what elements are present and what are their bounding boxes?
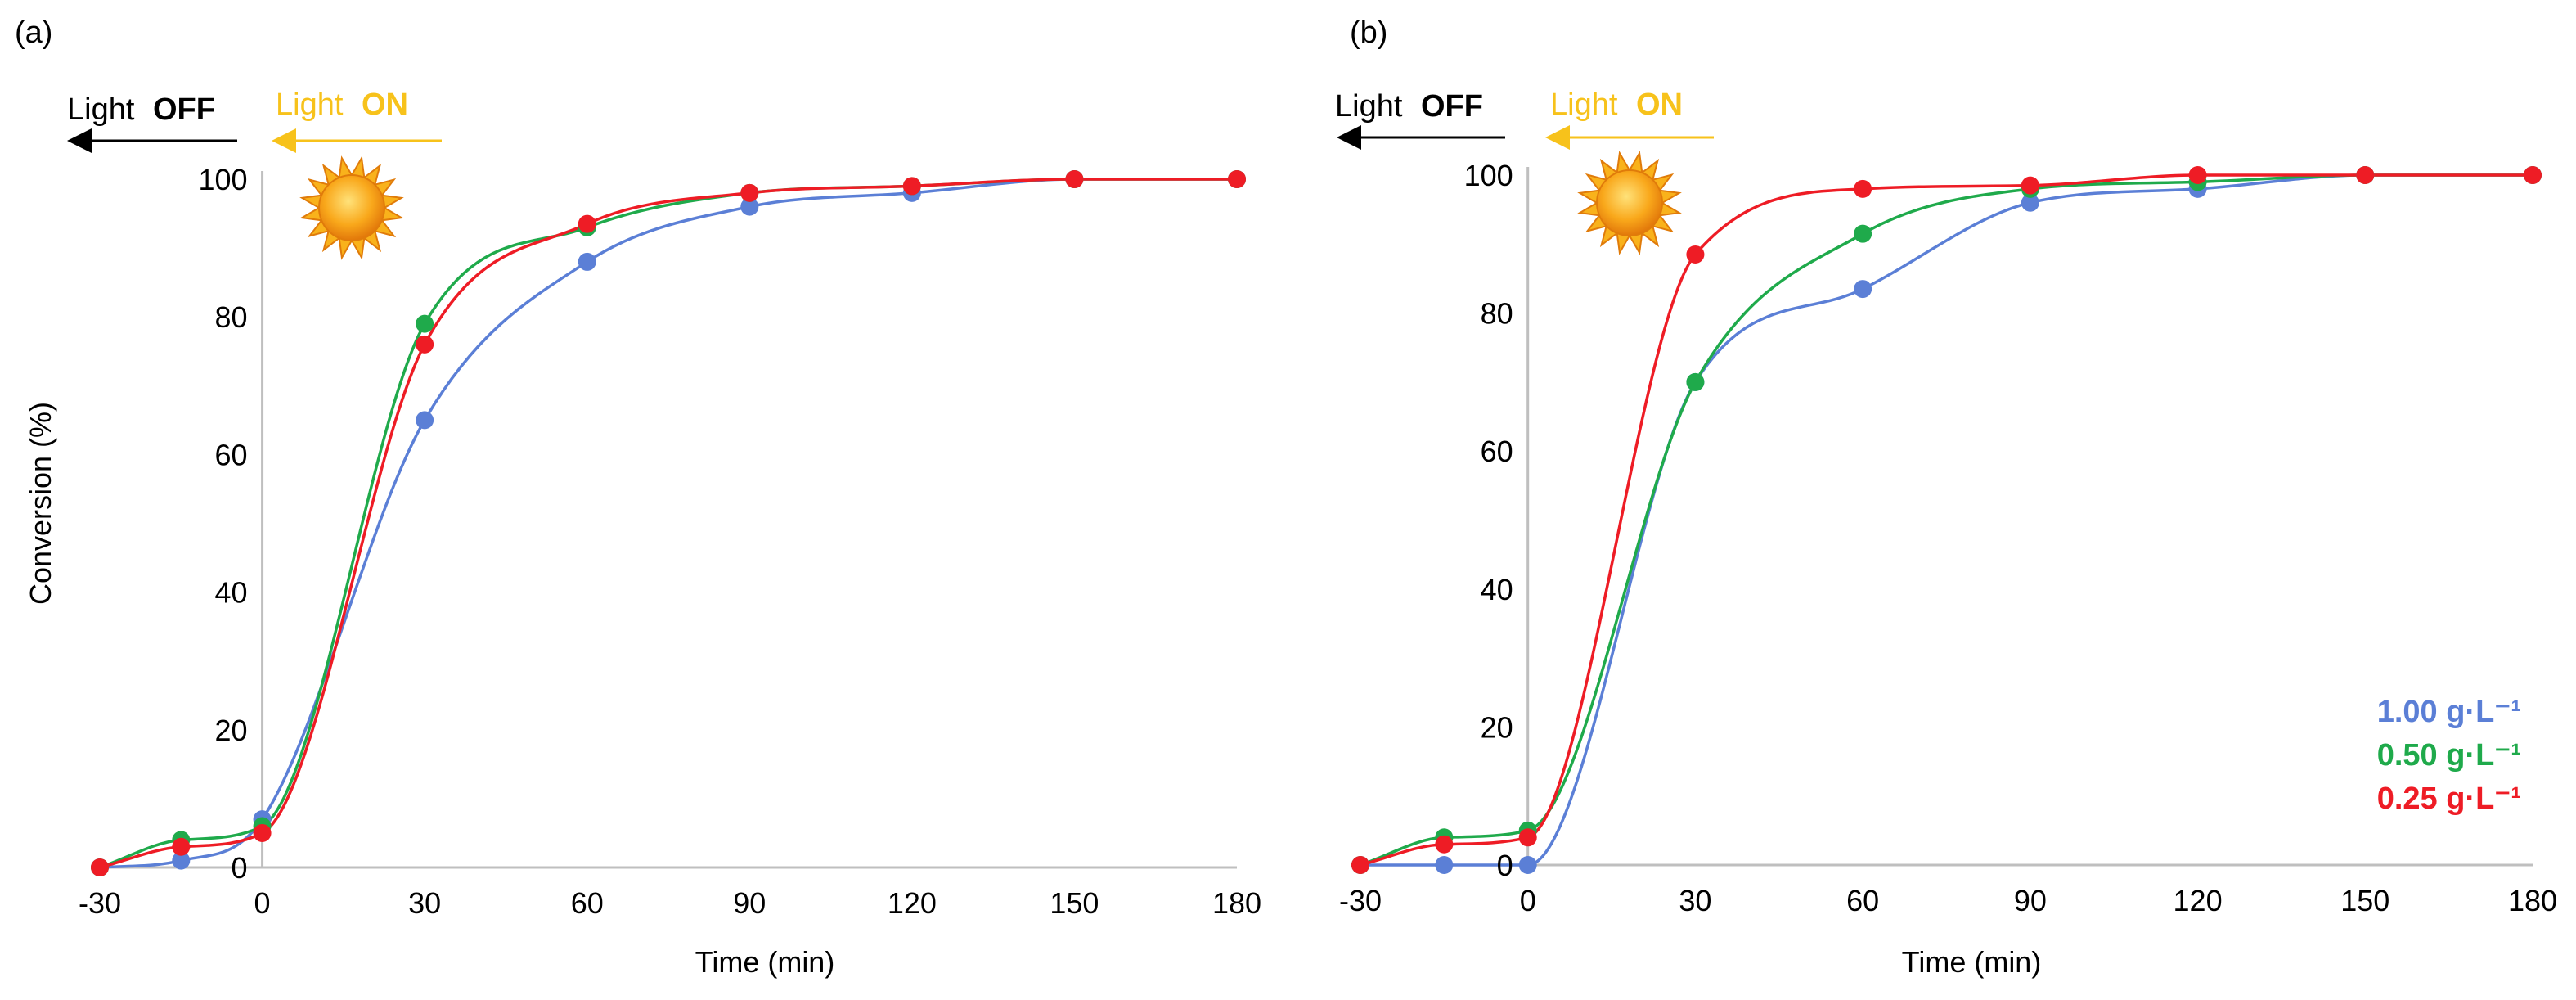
data-point (416, 335, 434, 354)
series-line (1360, 173, 2533, 867)
series-line (99, 178, 1237, 869)
x-tick-label: 180 (1212, 886, 1261, 920)
data-point (1686, 372, 1705, 391)
data-point (1854, 280, 1872, 299)
data-point (1686, 245, 1705, 264)
x-tick-label: 120 (888, 886, 937, 920)
data-point (172, 851, 191, 870)
x-axis-label-a: Time (min) (695, 945, 835, 979)
x-tick-label: 0 (1520, 884, 1536, 917)
light-off-label-b: Light OFF (1335, 89, 1483, 124)
legend-entry-1: 1.00 g·L⁻¹ (2377, 695, 2521, 729)
legend-entry-3: 0.25 g·L⁻¹ (2377, 782, 2521, 816)
data-point (2021, 176, 2039, 195)
data-point (578, 252, 596, 271)
y-tick-label: 60 (215, 438, 248, 471)
y-tick-label: 0 (232, 851, 248, 885)
sun-disc (318, 174, 385, 241)
sun-icon (1577, 151, 1682, 255)
data-point (1351, 856, 1369, 874)
y-tick-label: 80 (1481, 297, 1513, 331)
data-point (253, 823, 272, 842)
x-tick-label: 60 (1846, 884, 1879, 917)
legend: 1.00 g·L⁻¹ 0.50 g·L⁻¹ 0.25 g·L⁻¹ (2377, 695, 2521, 816)
x-tick-label: -30 (1339, 884, 1382, 917)
data-point (740, 183, 759, 202)
x-tick-label: 0 (254, 886, 271, 920)
data-point (416, 314, 434, 333)
sun-rays (299, 155, 404, 260)
data-point (1518, 828, 1537, 847)
legend-entry-2: 0.50 g·L⁻¹ (2377, 738, 2521, 773)
axes-a (100, 171, 1237, 869)
y-tick-label: 100 (1464, 159, 1513, 192)
data-point (2524, 166, 2542, 184)
sun-disc (1596, 169, 1663, 236)
x-tick-label: 60 (571, 886, 604, 920)
data-point (1854, 179, 1872, 198)
x-tick-label: 30 (408, 886, 441, 920)
light-on-label-b: Light ON (1550, 88, 1683, 122)
data-point (1228, 170, 1246, 188)
series-line (1360, 173, 2533, 867)
data-point (740, 197, 759, 216)
x-tick-label: 180 (2508, 884, 2557, 917)
chart-panel-a: -30 0 30 60 90 120 150 180 0 20 40 60 80 100 Time (mi… (24, 88, 1261, 979)
x-tick-label: 150 (2340, 884, 2389, 917)
x-tick-label: 150 (1050, 886, 1099, 920)
panel-a-label: (a) (15, 16, 52, 50)
data-point (902, 177, 921, 196)
y-tick-label: 80 (215, 300, 248, 334)
data-point (91, 858, 109, 876)
data-point (578, 214, 596, 233)
x-tick-label: 30 (1679, 884, 1711, 917)
data-point (1065, 170, 1084, 188)
x-tick-label: 120 (2174, 884, 2223, 917)
y-tick-label: 60 (1481, 435, 1513, 468)
y-tick-label: 20 (1481, 710, 1513, 744)
series-line (99, 178, 1237, 869)
x-tick-label: 90 (733, 886, 766, 920)
data-point (1854, 224, 1872, 243)
sun-icon (299, 155, 404, 260)
x-tick-label: 90 (2014, 884, 2047, 917)
y-tick-label: 100 (198, 163, 247, 196)
axes-b (1360, 167, 2533, 867)
data-point (1518, 856, 1537, 874)
data-point (2356, 166, 2375, 184)
data-point (2188, 166, 2207, 184)
panel-b-label: (b) (1350, 16, 1387, 50)
data-point (172, 837, 191, 856)
y-tick-label: 0 (1497, 849, 1513, 882)
series-line (99, 178, 1237, 869)
light-off-label-a: Light OFF (67, 92, 215, 127)
sun-rays (1577, 151, 1682, 255)
series-line (1360, 173, 2533, 867)
light-on-label-a: Light ON (276, 88, 408, 122)
y-tick-label: 20 (215, 714, 248, 747)
x-axis-label-b: Time (min) (1902, 945, 2042, 979)
data-point (1435, 856, 1454, 874)
y-tick-label: 40 (1481, 573, 1513, 606)
y-tick-label: 40 (215, 576, 248, 610)
data-point (416, 411, 434, 430)
data-point (1435, 835, 1454, 854)
x-tick-label: -30 (79, 886, 121, 920)
data-point (2021, 193, 2039, 212)
chart-panel-b: -30 0 30 60 90 120 150 180 0 20 40 60 80 100 Time (mi… (1335, 88, 2557, 979)
y-axis-label-a: Conversion (%) (24, 402, 57, 605)
